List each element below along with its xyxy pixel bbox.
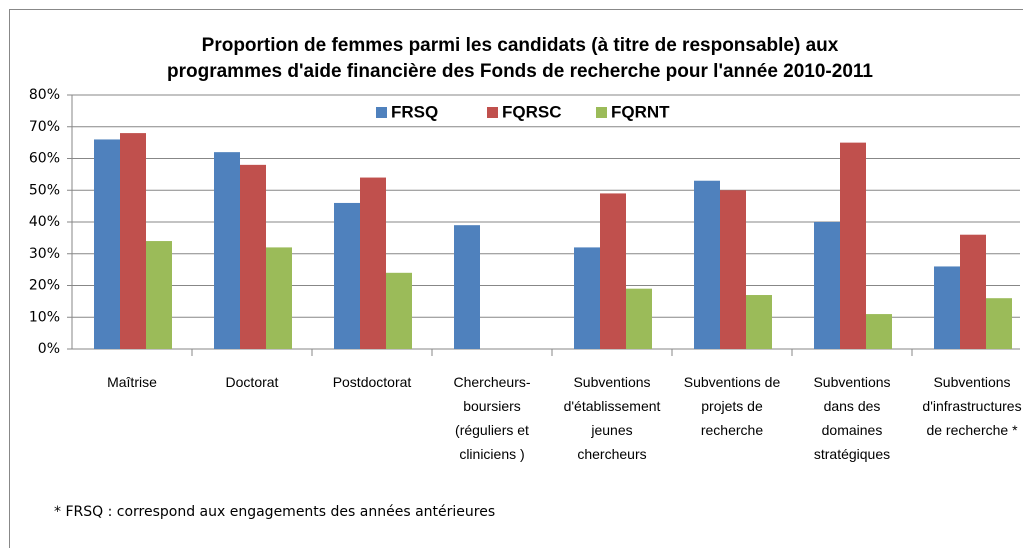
y-tick-label: 0%: [38, 341, 60, 357]
bar: [240, 164, 266, 349]
legend-label: FQRNT: [611, 102, 670, 121]
footnote: * FRSQ : correspond aux engagements des …: [54, 504, 495, 520]
bar: [94, 139, 120, 349]
bar: [626, 288, 652, 349]
bar: [360, 177, 386, 349]
bar: [720, 190, 746, 349]
x-tick-label: Doctorat: [226, 374, 279, 390]
legend-swatch: [596, 107, 607, 118]
x-tick-label: Chercheurs-boursiers (réguliers et clinici…: [453, 374, 530, 462]
bar: [214, 152, 240, 349]
bar: [120, 133, 146, 349]
x-tick-label: Subventions d'infrastructures de recherche…: [922, 374, 1021, 438]
bar: [866, 314, 892, 349]
bar: [574, 247, 600, 349]
y-tick-label: 50%: [29, 182, 60, 198]
y-tick-label: 40%: [29, 214, 60, 230]
bar: [146, 241, 172, 349]
bar: [814, 222, 840, 349]
legend-label: FQRSC: [502, 102, 562, 121]
bar: [934, 266, 960, 349]
y-tick-label: 20%: [29, 278, 60, 294]
bar: [600, 193, 626, 349]
chart-title: Proportion de femmes parmi les candidats…: [202, 35, 839, 56]
y-tick-label: 60%: [29, 151, 60, 167]
chart-title: programmes d'aide financière des Fonds d…: [167, 61, 873, 82]
legend-label: FRSQ: [391, 102, 438, 121]
y-tick-label: 70%: [29, 119, 60, 135]
bar: [266, 247, 292, 349]
bar: [960, 234, 986, 349]
y-tick-label: 10%: [29, 309, 60, 325]
x-tick-label: Postdoctorat: [333, 374, 412, 390]
bar: [386, 272, 412, 349]
bar: [694, 180, 720, 349]
x-tick-label: Subventions dans des domaines stratégiques: [813, 374, 890, 462]
bar: [986, 298, 1012, 349]
legend-swatch: [487, 107, 498, 118]
bar: [334, 202, 360, 349]
legend-swatch: [376, 107, 387, 118]
bar: [454, 225, 480, 349]
y-tick-label: 30%: [29, 246, 60, 262]
y-tick-label: 80%: [29, 87, 60, 103]
bar: [746, 295, 772, 349]
bar: [840, 142, 866, 349]
x-tick-label: Subventions d'établissement jeunes chercheu…: [564, 374, 661, 462]
x-tick-label: Maîtrise: [107, 374, 157, 390]
x-tick-label: Subventions de projets de recherche: [684, 374, 781, 438]
